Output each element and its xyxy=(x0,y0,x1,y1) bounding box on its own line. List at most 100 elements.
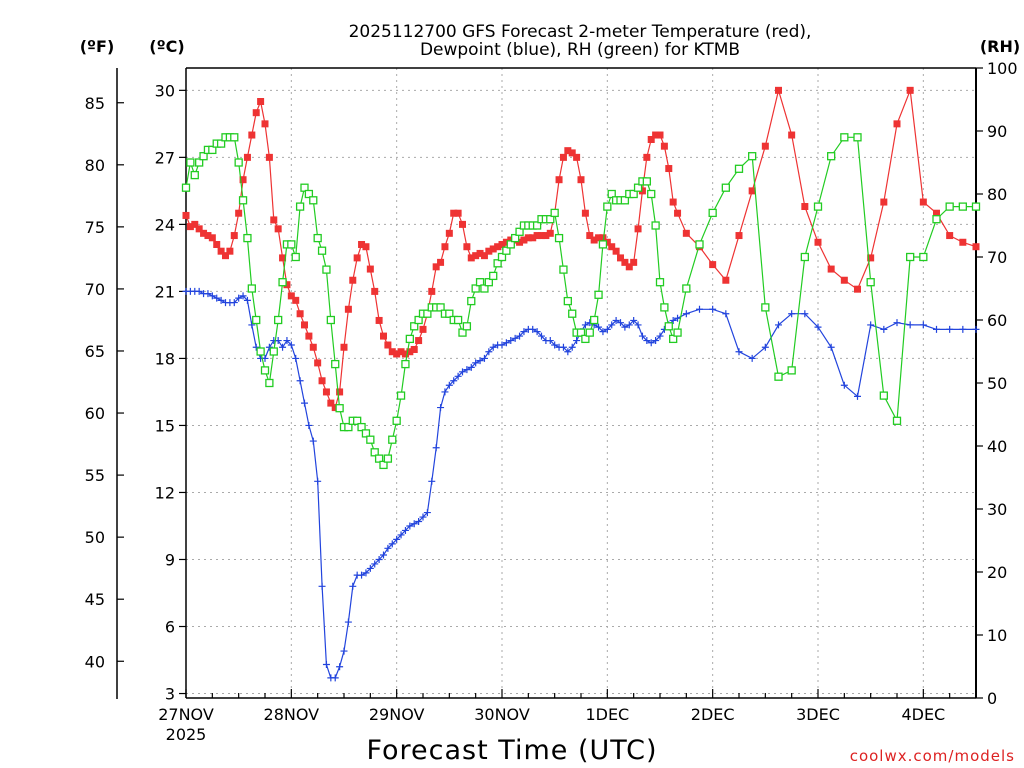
rh-point xyxy=(480,284,489,293)
rh-point xyxy=(664,322,673,331)
temperature-point xyxy=(906,86,914,94)
rh-point xyxy=(344,422,353,432)
rh-point xyxy=(502,246,511,255)
celsius-tick-label: 9 xyxy=(165,550,175,569)
dewpoint-point xyxy=(331,674,339,682)
dewpoint-point xyxy=(761,343,769,351)
rh-point xyxy=(581,334,590,344)
temperature-point xyxy=(226,247,234,255)
dewpoint-point xyxy=(406,522,414,530)
fahrenheit-tick-label: 55 xyxy=(85,466,105,485)
temperature-point xyxy=(854,285,861,293)
dewpoint-point xyxy=(840,381,848,389)
series-layer xyxy=(181,86,981,682)
temperature-point xyxy=(529,234,537,242)
temperature-point xyxy=(652,131,660,139)
temperature-point xyxy=(880,198,888,206)
temperature-point xyxy=(656,131,664,139)
dewpoint-point xyxy=(450,377,458,385)
temperature-point xyxy=(546,229,554,237)
temperature-point xyxy=(314,359,322,367)
rh-point xyxy=(291,252,300,262)
dewpoint-point xyxy=(643,337,651,345)
temperature-point xyxy=(318,377,326,385)
rh-point xyxy=(682,284,691,293)
celsius-unit-label: (ºC) xyxy=(149,37,184,56)
dewpoint-point xyxy=(459,368,466,376)
dewpoint-point xyxy=(814,323,822,331)
rh-tick-label: 70 xyxy=(987,248,1007,267)
dewpoint-point xyxy=(358,571,366,579)
rh-point xyxy=(493,259,502,268)
rh-point xyxy=(467,296,476,306)
rh-point xyxy=(471,284,480,293)
rh-point xyxy=(655,278,665,287)
rh-point xyxy=(787,366,796,375)
rh-point xyxy=(827,152,836,161)
rh-tick-label: 50 xyxy=(987,374,1007,393)
dewpoint-point xyxy=(498,341,506,349)
rh-tick-label: 90 xyxy=(987,122,1007,141)
fahrenheit-tick-label: 60 xyxy=(85,404,105,423)
rh-unit-label: (RH) xyxy=(980,37,1020,56)
temperature-point xyxy=(265,153,273,161)
rh-point xyxy=(326,315,335,325)
dewpoint-point xyxy=(432,444,440,452)
dewpoint-point xyxy=(599,328,607,336)
dewpoint-point xyxy=(533,328,541,336)
temperature-point xyxy=(437,258,445,266)
temperature-point xyxy=(533,232,541,240)
temperature-point xyxy=(840,276,848,284)
temperature-point xyxy=(625,263,633,271)
dewpoint-point xyxy=(788,310,796,318)
temperature-point xyxy=(410,345,418,353)
fahrenheit-tick-label: 80 xyxy=(85,156,105,175)
temperature-point xyxy=(191,220,199,228)
credit-text: coolwx.com/models xyxy=(850,747,1015,765)
temperature-point xyxy=(748,187,756,195)
temperature-point xyxy=(432,263,440,271)
rh-point xyxy=(669,334,678,344)
dewpoint-point xyxy=(682,310,690,318)
rh-point xyxy=(563,296,572,306)
rh-point xyxy=(594,290,603,299)
axis-ticks: 3 6 9 12 15 18 21 24 27 30 40 45 50 55 60 65 70 75 80 85 0 10… xyxy=(85,59,1018,744)
temperature-point xyxy=(577,176,585,184)
fahrenheit-tick-label: 50 xyxy=(85,528,105,547)
rh-point xyxy=(331,359,340,369)
x-tick-label: 28NOV xyxy=(264,705,320,724)
rh-point xyxy=(195,158,204,167)
dewpoint-point xyxy=(380,551,387,559)
dewpoint-point xyxy=(279,343,287,351)
temperature-point xyxy=(682,229,690,237)
temperature-point xyxy=(380,332,387,340)
temperature-point xyxy=(441,243,449,251)
temperature-point xyxy=(467,254,475,262)
rh-point xyxy=(234,158,243,167)
rh-point xyxy=(453,315,463,325)
rh-point xyxy=(199,152,208,161)
dewpoint-point xyxy=(371,560,379,568)
rh-point xyxy=(761,303,770,312)
dewpoint-point xyxy=(625,321,633,329)
dewpoint-point xyxy=(581,321,589,329)
dewpoint-point xyxy=(647,339,655,347)
rh-point xyxy=(673,328,682,337)
dewpoint-point xyxy=(489,343,497,351)
temperature-point xyxy=(559,153,567,161)
temperature-point xyxy=(213,240,221,248)
rh-point xyxy=(265,378,274,388)
rh-point xyxy=(892,416,902,425)
temperature-point xyxy=(814,238,822,246)
dewpoint-point xyxy=(568,343,576,351)
rh-point xyxy=(603,202,612,211)
rh-point xyxy=(190,170,199,180)
temperature-point xyxy=(867,254,875,262)
temperature-point xyxy=(186,223,194,231)
rh-point xyxy=(423,309,432,318)
dewpoint-point xyxy=(454,372,462,380)
rh-tick-label: 30 xyxy=(987,500,1007,519)
dewpoint-point xyxy=(441,388,449,396)
rh-point xyxy=(247,284,256,293)
rh-point xyxy=(300,183,309,192)
